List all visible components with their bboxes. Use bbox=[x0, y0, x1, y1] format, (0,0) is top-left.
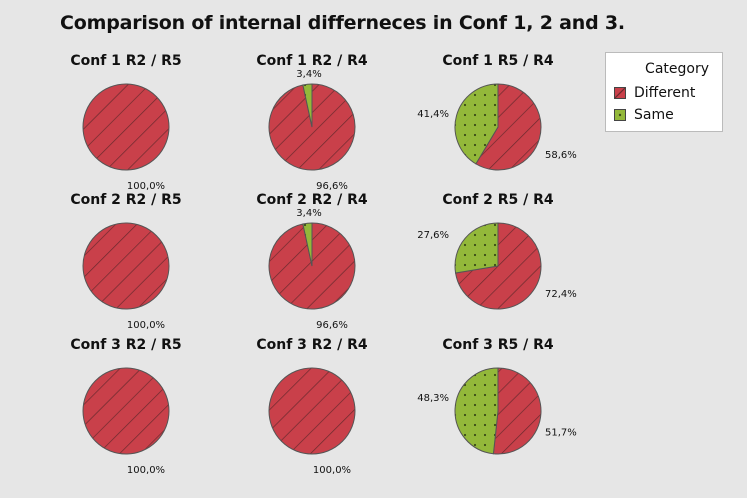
legend-swatch-same bbox=[614, 109, 626, 121]
pie-title: Conf 1 R2 / R5 bbox=[70, 53, 181, 69]
pie-label-different: 96,6% bbox=[316, 320, 348, 331]
pie-chart: Conf 2 R2 / R4 96,6% 3,4% bbox=[256, 192, 368, 331]
pie-label-same: 3,4% bbox=[296, 208, 321, 219]
pie-title: Conf 3 R5 / R4 bbox=[442, 337, 554, 353]
legend-label-same: Same bbox=[634, 107, 674, 123]
pie-label-same: 48,3% bbox=[417, 393, 449, 404]
pie-label-different: 100,0% bbox=[313, 465, 351, 476]
pie-label-same: 3,4% bbox=[296, 69, 321, 80]
pie-title: Conf 1 R5 / R4 bbox=[442, 53, 554, 69]
pie-label-same: 41,4% bbox=[417, 109, 449, 120]
pie-slice-same bbox=[454, 367, 499, 455]
pie-chart: Conf 3 R5 / R4 51,7% 48,3% bbox=[417, 337, 577, 455]
pie-title: Conf 1 R2 / R4 bbox=[256, 53, 368, 69]
pie-slice-different bbox=[492, 367, 542, 455]
pie-title: Conf 3 R2 / R4 bbox=[256, 337, 368, 353]
pie-slice-different bbox=[82, 222, 170, 310]
pie-chart: Conf 2 R2 / R5 100,0% bbox=[70, 192, 181, 331]
pie-slice-same bbox=[454, 222, 499, 274]
pie-chart: Conf 1 R2 / R4 96,6% 3,4% bbox=[256, 53, 368, 192]
pie-title: Conf 2 R5 / R4 bbox=[442, 192, 554, 208]
pie-slice-same bbox=[454, 83, 499, 165]
pie-slice-different bbox=[475, 83, 542, 171]
pie-title: Conf 2 R2 / R4 bbox=[256, 192, 368, 208]
pie-label-different: 100,0% bbox=[127, 320, 165, 331]
pie-chart: Conf 3 R2 / R5 100,0% bbox=[70, 337, 181, 476]
pie-slice-same bbox=[302, 222, 313, 267]
pie-label-same: 27,6% bbox=[417, 230, 449, 241]
legend-label-different: Different bbox=[634, 85, 696, 101]
pie-label-different: 58,6% bbox=[545, 150, 577, 161]
pie-slice-different bbox=[268, 367, 356, 455]
pie-chart: Conf 2 R5 / R4 72,4% 27,6% bbox=[417, 192, 577, 310]
pie-chart: Conf 1 R5 / R4 58,6% 41,4% bbox=[417, 53, 577, 171]
pie-title: Conf 2 R2 / R5 bbox=[70, 192, 181, 208]
pie-chart: Conf 1 R2 / R5 100,0% bbox=[70, 53, 181, 192]
pie-label-different: 100,0% bbox=[127, 465, 165, 476]
pie-slice-different bbox=[82, 367, 170, 455]
chart-title: Comparison of internal differneces in Co… bbox=[60, 12, 625, 34]
pie-label-different: 72,4% bbox=[545, 289, 577, 300]
pie-chart: Conf 3 R2 / R4 100,0% bbox=[256, 337, 368, 476]
legend-title: Category bbox=[645, 61, 709, 77]
pie-label-different: 51,7% bbox=[545, 427, 577, 438]
pie-slice-different bbox=[82, 83, 170, 171]
pie-slice-same bbox=[302, 83, 313, 128]
pie-title: Conf 3 R2 / R5 bbox=[70, 337, 181, 353]
pie-label-different: 96,6% bbox=[316, 181, 348, 192]
pie-label-different: 100,0% bbox=[127, 181, 165, 192]
legend-swatch-different bbox=[614, 87, 626, 99]
legend: Category Different Same bbox=[605, 52, 723, 132]
